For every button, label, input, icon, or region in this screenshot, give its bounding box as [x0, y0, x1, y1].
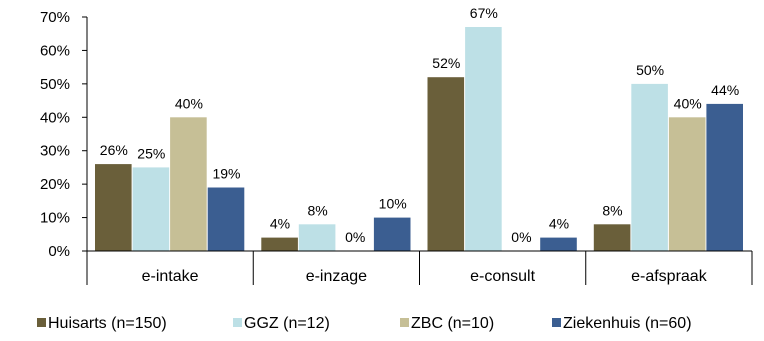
y-tick-label: 70%: [40, 9, 70, 26]
x-category-label: e-inzage: [306, 268, 367, 285]
bars-layer: [95, 27, 743, 252]
legend-label: Ziekenhuis (n=60): [563, 315, 692, 332]
data-label: 19%: [212, 166, 240, 182]
data-label: 4%: [270, 216, 290, 232]
legend-label: Huisarts (n=150): [48, 315, 167, 332]
bar: [95, 164, 132, 251]
bar: [373, 217, 411, 251]
legend-swatch: [37, 318, 46, 327]
axes-layer: 0% 10% 20% 30% 40% 50% 60% 70% e-intake e-inzage e…: [40, 9, 753, 285]
bar: [706, 103, 743, 252]
data-label: 40%: [674, 95, 702, 111]
data-label: 40%: [175, 95, 203, 111]
data-label: 26%: [100, 142, 128, 158]
bar: [668, 117, 706, 251]
legend-swatch: [552, 318, 561, 327]
y-tick-label: 60%: [40, 42, 70, 59]
legend-swatch: [233, 318, 242, 327]
bar: [261, 237, 298, 251]
data-label: 4%: [549, 216, 569, 232]
bar: [207, 187, 245, 251]
bar: [427, 77, 465, 251]
bar: [465, 27, 502, 251]
data-label: 44%: [711, 82, 739, 98]
y-tick-label: 20%: [40, 176, 70, 193]
data-label: 0%: [345, 229, 365, 245]
data-label: 67%: [470, 5, 498, 21]
y-tick-label: 30%: [40, 143, 70, 160]
bar: [132, 167, 170, 251]
data-label: 8%: [602, 202, 622, 218]
legend-label: ZBC (n=10): [411, 315, 494, 332]
x-category-label: e-afspraak: [631, 268, 708, 285]
x-category-label: e-consult: [470, 268, 535, 285]
data-label: 10%: [379, 196, 407, 212]
bar: [631, 83, 668, 252]
data-label: 52%: [432, 55, 460, 71]
y-tick-label: 0%: [48, 243, 70, 260]
legend: Huisarts (n=150) GGZ (n=12) ZBC (n=10) Ziek…: [37, 315, 692, 332]
data-label: 25%: [137, 145, 165, 161]
bar: [170, 117, 207, 251]
y-tick-label: 10%: [40, 210, 70, 227]
bar: [540, 237, 577, 251]
data-label: 8%: [307, 202, 327, 218]
data-label: 0%: [511, 229, 531, 245]
legend-swatch: [400, 318, 409, 327]
y-tick-label: 40%: [40, 109, 70, 126]
legend-label: GGZ (n=12): [244, 315, 330, 332]
y-tick-label: 50%: [40, 76, 70, 93]
bar: [298, 224, 336, 251]
data-label: 50%: [636, 62, 664, 78]
x-category-label: e-intake: [142, 268, 199, 285]
bar: [593, 224, 631, 251]
data-labels-layer: 26% 4% 52% 8% 25% 8% 67% 50% 40% 0% 0% 40% 19% 10% 4% 4…: [100, 5, 739, 245]
